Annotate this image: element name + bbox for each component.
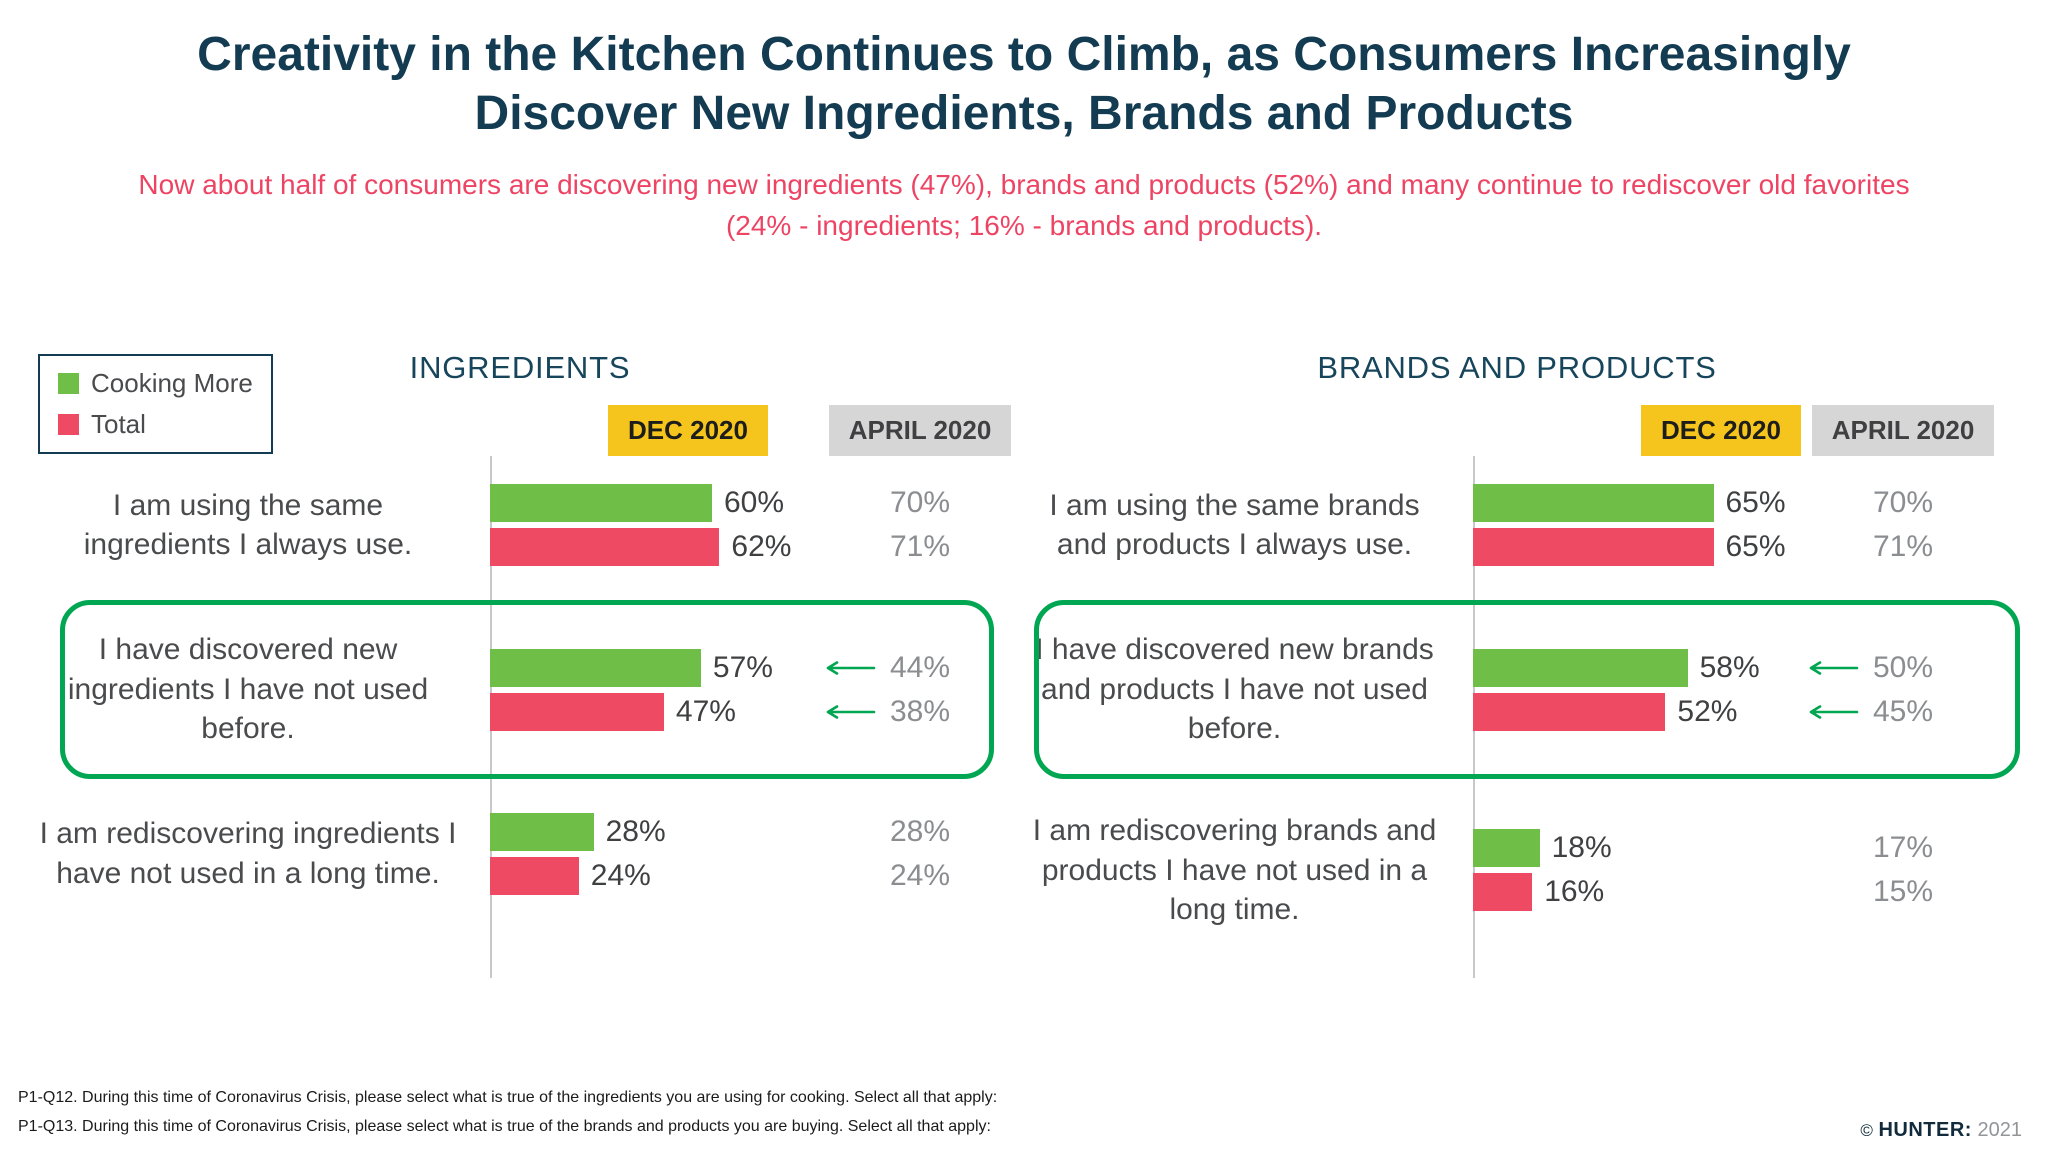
bar-cooking-more [1473, 829, 1540, 868]
column-headers-brands: DEC 2020 APRIL 2020 [1028, 404, 2006, 456]
april-value: 50% [1872, 650, 1934, 684]
increase-arrow-icon [1809, 660, 1859, 675]
bar-total [1473, 528, 1714, 567]
legend-label-total: Total [91, 409, 146, 440]
row-using-same-brands: I am using the same brands and products … [1028, 466, 2006, 584]
legend-label-cooking-more: Cooking More [91, 368, 253, 399]
credit-year: 2021 [1977, 1119, 2023, 1141]
bar-cooking-more [490, 813, 594, 852]
legend-item-total: Total [58, 409, 253, 440]
dec-value: 57% [712, 650, 773, 684]
increase-arrow-icon [826, 704, 876, 719]
bar-cooking-more [1473, 648, 1688, 687]
row-label: I am rediscovering brands and products I… [1032, 814, 1437, 927]
bar-cooking-more [1473, 484, 1714, 523]
hunter-brand: HUNTER: [1878, 1119, 1972, 1141]
dec-value: 65% [1725, 530, 1786, 564]
dec-value: 24% [590, 859, 651, 893]
row-label: I am using the same brands and products … [1049, 488, 1420, 562]
dec-value: 65% [1725, 486, 1786, 520]
row-using-same-ingredients: I am using the same ingredients I always… [20, 466, 1020, 584]
april-value: 45% [1872, 694, 1934, 728]
charts-area: Cooking More Total INGREDIENTS DEC 2020 … [0, 350, 2048, 979]
bar-total [1473, 873, 1533, 912]
april-value: 15% [1872, 875, 1934, 909]
footnotes: P1-Q12. During this time of Coronavirus … [18, 1083, 997, 1142]
hunter-credit: © HUNTER: 2021 [1860, 1119, 2022, 1142]
legend: Cooking More Total [38, 354, 273, 455]
subtitle: Now about half of consumers are discover… [138, 169, 1910, 241]
panel-title-ingredients: INGREDIENTS [409, 350, 631, 386]
page-title-line1: Creativity in the Kitchen Continues to C… [197, 28, 1851, 81]
april-2020-header: APRIL 2020 [1811, 404, 1995, 456]
dec-2020-header: DEC 2020 [1641, 404, 1801, 456]
total-swatch-icon [58, 414, 79, 436]
april-value: 17% [1872, 831, 1934, 865]
row-rediscovering-brands: I am rediscovering brands and products I… [1028, 795, 2006, 946]
april-value: 70% [889, 486, 951, 520]
april-value: 28% [889, 815, 951, 849]
row-discovered-new-brands: I have discovered new brands and product… [1028, 600, 2020, 779]
panel-ingredients: INGREDIENTS DEC 2020 APRIL 2020 I am usi… [20, 350, 1020, 979]
bar-cooking-more [490, 484, 712, 523]
bar-total [490, 857, 579, 896]
dec-value: 47% [675, 694, 736, 728]
panel-title-brands: BRANDS AND PRODUCTS [1317, 350, 1717, 386]
dec-value: 58% [1699, 650, 1760, 684]
april-value: 38% [889, 694, 951, 728]
footnote-q12: P1-Q12. During this time of Coronavirus … [18, 1088, 998, 1106]
dec-value: 28% [605, 815, 666, 849]
bar-total [490, 528, 720, 567]
bar-total [1473, 692, 1666, 731]
increase-arrow-icon [826, 660, 876, 675]
dec-2020-header: DEC 2020 [608, 404, 768, 456]
legend-item-cooking-more: Cooking More [58, 368, 253, 399]
april-value: 70% [1872, 486, 1934, 520]
row-rediscovering-ingredients: I am rediscovering ingredients I have no… [20, 795, 1020, 913]
row-discovered-new-ingredients: I have discovered new ingredients I have… [20, 600, 1020, 779]
april-value: 71% [1872, 530, 1934, 564]
dec-value: 52% [1677, 694, 1738, 728]
panel-brands-and-products: BRANDS AND PRODUCTS DEC 2020 APRIL 2020 … [1028, 350, 2020, 979]
cooking-more-swatch-icon [58, 373, 79, 395]
column-headers-ingredients: DEC 2020 APRIL 2020 [20, 404, 1020, 456]
april-2020-header: APRIL 2020 [828, 404, 1012, 456]
row-label: I have discovered new ingredients I have… [67, 633, 429, 746]
dec-value: 16% [1544, 875, 1605, 909]
bar-cooking-more [490, 648, 701, 687]
april-value: 24% [889, 859, 951, 893]
footer: P1-Q12. During this time of Coronavirus … [18, 1083, 2022, 1142]
row-label: I am rediscovering ingredients I have no… [39, 817, 457, 891]
increase-arrow-icon [1809, 704, 1859, 719]
dec-value: 18% [1551, 831, 1612, 865]
bar-total [490, 692, 664, 731]
april-value: 44% [889, 650, 951, 684]
dec-value: 60% [724, 486, 785, 520]
april-value: 71% [889, 530, 951, 564]
row-label: I have discovered new brands and product… [1035, 633, 1434, 746]
footnote-q13: P1-Q13. During this time of Coronavirus … [18, 1118, 991, 1136]
copyright-icon: © [1860, 1121, 1873, 1140]
row-label: I am using the same ingredients I always… [83, 488, 413, 562]
page-title: Creativity in the Kitchen Continues to C… [0, 0, 2048, 143]
dec-value: 62% [731, 530, 792, 564]
page-title-line2: Discover New Ingredients, Brands and Pro… [474, 86, 1574, 140]
